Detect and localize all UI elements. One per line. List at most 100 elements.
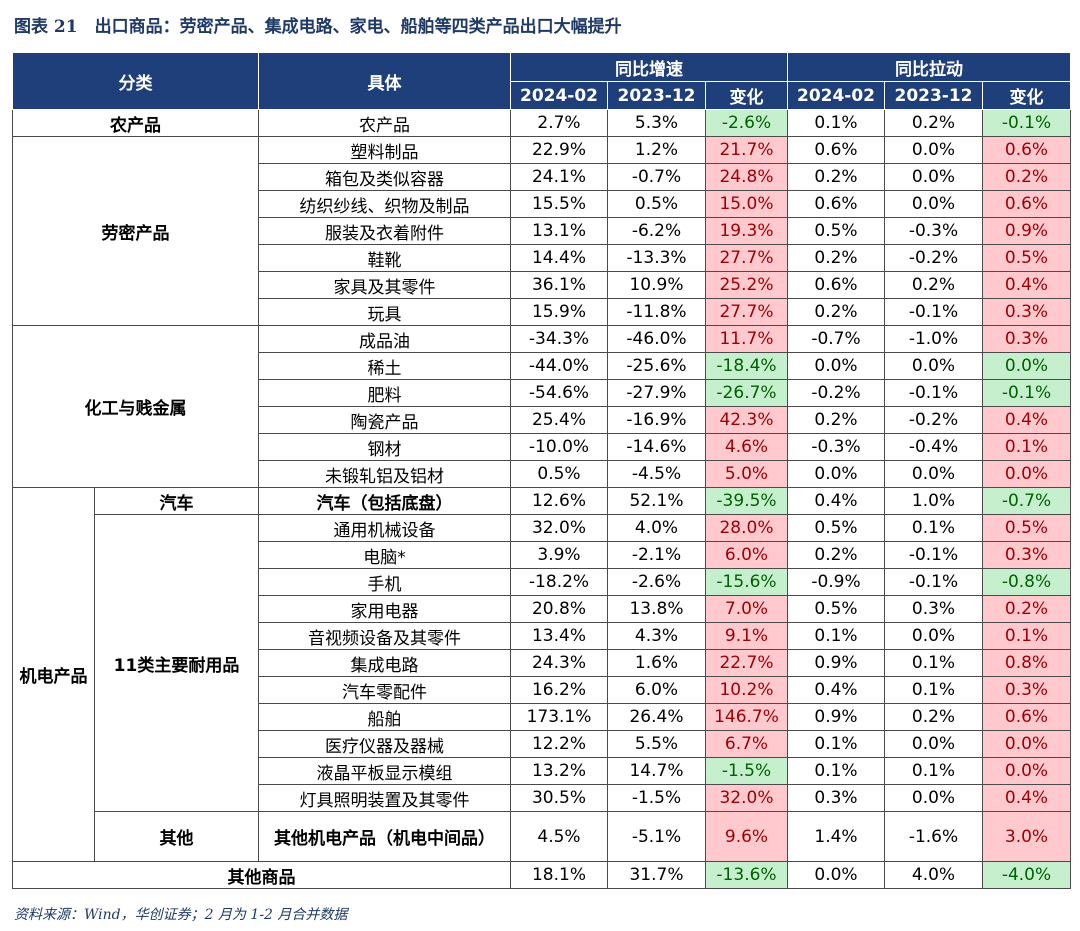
- value-pc: 0.9%: [982, 217, 1071, 245]
- table-row: 集成电路 24.3% 1.6% 22.7% 0.9% 0.1% 0.8%: [13, 649, 1071, 677]
- value-p1: 1.4%: [787, 811, 885, 862]
- value-pc: -0.8%: [982, 568, 1071, 596]
- header-growth-change: 变化: [705, 81, 788, 110]
- item-name: 陶瓷产品: [258, 406, 511, 434]
- value-p1: 0.5%: [787, 217, 885, 245]
- value-gc: 5.0%: [705, 460, 788, 488]
- value-p2: 0.0%: [884, 622, 983, 650]
- value-pc: -0.7%: [982, 487, 1071, 515]
- value-g2: 14.7%: [607, 757, 706, 785]
- value-pc: 0.0%: [982, 757, 1071, 785]
- value-g2: -6.2%: [607, 217, 706, 245]
- table-row: 农产品 农产品 2.7% 5.3% -2.6% 0.1% 0.2% -0.1%: [12, 109, 1071, 137]
- value-p2: -1.0%: [884, 325, 983, 353]
- value-p2: -1.6%: [884, 811, 983, 862]
- value-gc: 42.3%: [705, 406, 788, 434]
- value-g1: 36.1%: [510, 271, 608, 299]
- value-g1: 30.5%: [510, 784, 608, 812]
- value-g1: 32.0%: [510, 514, 608, 542]
- value-g1: 14.4%: [510, 244, 608, 272]
- value-gc: 19.3%: [705, 217, 788, 245]
- value-pc: 0.0%: [982, 730, 1071, 758]
- header-growth: 同比增速: [510, 52, 788, 82]
- item-name: 成品油: [258, 325, 511, 353]
- item-name: 肥料: [258, 379, 511, 407]
- value-p2: 0.1%: [884, 649, 983, 677]
- category-cell: 其他商品: [12, 861, 511, 889]
- value-p1: 0.3%: [787, 784, 885, 812]
- table-row: 液晶平板显示模组 13.2% 14.7% -1.5% 0.1% 0.1% 0.0%: [13, 757, 1071, 785]
- value-pc: 0.3%: [982, 541, 1071, 569]
- value-gc: 11.7%: [705, 325, 788, 353]
- item-name: 汽车零配件: [258, 676, 511, 704]
- value-gc: 21.7%: [705, 136, 788, 164]
- value-p2: -0.4%: [884, 433, 983, 461]
- item-name: 服装及衣着附件: [258, 217, 511, 245]
- item-name: 家具及其零件: [258, 271, 511, 299]
- value-gc: 15.0%: [705, 190, 788, 218]
- header-item: 具体: [258, 52, 511, 110]
- value-p2: 0.2%: [884, 271, 983, 299]
- value-gc: -39.5%: [705, 487, 788, 515]
- value-gc: -2.6%: [705, 109, 788, 137]
- value-pc: 0.4%: [982, 406, 1071, 434]
- value-p2: -0.1%: [884, 298, 983, 326]
- value-g2: -27.9%: [607, 379, 706, 407]
- table-row: 家用电器 20.8% 13.8% 7.0% 0.5% 0.3% 0.2%: [13, 595, 1071, 623]
- item-name: 箱包及类似容器: [258, 163, 511, 191]
- table-row: 电脑* 3.9% -2.1% 6.0% 0.2% -0.1% 0.3%: [13, 541, 1071, 569]
- value-p1: 0.1%: [787, 757, 885, 785]
- value-p2: -0.1%: [884, 541, 983, 569]
- table-row: 汽车零配件 16.2% 6.0% 10.2% 0.4% 0.1% 0.3%: [13, 676, 1071, 704]
- header-pull: 同比拉动: [787, 52, 1071, 82]
- value-g1: 12.6%: [510, 487, 608, 515]
- item-name: 钢材: [258, 433, 511, 461]
- item-name: 玩具: [258, 298, 511, 326]
- value-p1: 0.2%: [787, 163, 885, 191]
- value-p1: 0.2%: [787, 244, 885, 272]
- source-note: 资料来源：Wind，华创证券；2 月为 1-2 月合并数据: [14, 907, 348, 923]
- category-cell: 化工与贱金属: [12, 325, 259, 488]
- value-p2: 0.0%: [884, 352, 983, 380]
- value-p1: 0.2%: [787, 298, 885, 326]
- value-g1: 20.8%: [510, 595, 608, 623]
- value-p2: 0.0%: [884, 784, 983, 812]
- value-g2: -0.7%: [607, 163, 706, 191]
- table-row: 船舶 173.1% 26.4% 146.7% 0.9% 0.2% 0.6%: [13, 703, 1071, 731]
- value-g2: 13.8%: [607, 595, 706, 623]
- value-pc: 3.0%: [982, 811, 1071, 862]
- table-row: 手机 -18.2% -2.6% -15.6% -0.9% -0.1% -0.8%: [13, 568, 1071, 596]
- value-gc: -15.6%: [705, 568, 788, 596]
- table-row: 音视频设备及其零件 13.4% 4.3% 9.1% 0.1% 0.0% 0.1%: [13, 622, 1071, 650]
- value-g2: -13.3%: [607, 244, 706, 272]
- header-category: 分类: [12, 52, 259, 110]
- value-p1: 0.0%: [787, 460, 885, 488]
- value-g2: -2.1%: [607, 541, 706, 569]
- value-gc: 28.0%: [705, 514, 788, 542]
- value-p1: 0.6%: [787, 190, 885, 218]
- value-gc: 6.0%: [705, 541, 788, 569]
- item-name: 其他机电产品（机电中间品）: [258, 811, 511, 862]
- value-p1: 0.0%: [787, 861, 885, 889]
- value-gc: -13.6%: [705, 861, 788, 889]
- value-p2: -0.2%: [884, 406, 983, 434]
- value-g1: 13.2%: [510, 757, 608, 785]
- value-gc: 146.7%: [705, 703, 788, 731]
- value-p1: 0.6%: [787, 271, 885, 299]
- value-p2: 0.0%: [884, 460, 983, 488]
- header-growth-d1: 2024-02: [510, 81, 608, 110]
- table-row: 灯具照明装置及其零件 30.5% -1.5% 32.0% 0.3% 0.0% 0.4%: [13, 784, 1071, 812]
- value-g2: 5.5%: [607, 730, 706, 758]
- value-g1: 15.5%: [510, 190, 608, 218]
- item-name: 灯具照明装置及其零件: [258, 784, 511, 812]
- item-name: 家用电器: [258, 595, 511, 623]
- value-p2: 0.0%: [884, 190, 983, 218]
- value-g1: 2.7%: [510, 109, 608, 137]
- value-pc: 0.4%: [982, 271, 1071, 299]
- value-p2: 0.1%: [884, 676, 983, 704]
- header-pull-change: 变化: [982, 81, 1071, 110]
- value-g1: 18.1%: [510, 861, 608, 889]
- value-g2: 10.9%: [607, 271, 706, 299]
- value-p1: -0.3%: [787, 433, 885, 461]
- item-name: 电脑*: [258, 541, 511, 569]
